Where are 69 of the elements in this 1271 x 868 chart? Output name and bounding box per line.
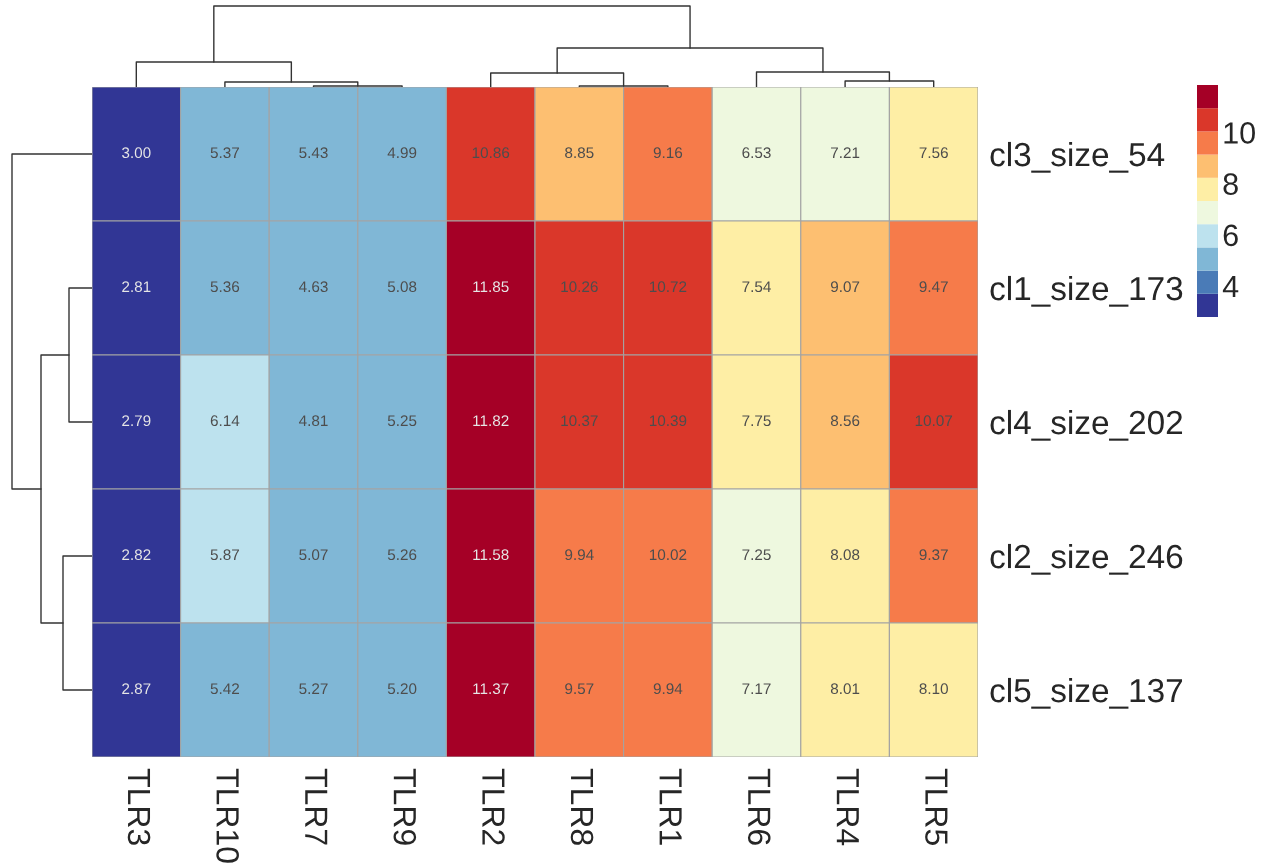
y-tick-label: cl3_size_54 xyxy=(990,141,1165,173)
data-label: 5.37 xyxy=(210,147,239,159)
data-label: 8.08 xyxy=(830,549,860,561)
data-label: 10.39 xyxy=(649,415,687,427)
data-label: 9.16 xyxy=(653,147,683,159)
data-label: 5.87 xyxy=(210,549,239,561)
x-tick-label: TLR7 xyxy=(305,768,328,845)
x-tick-label: TLR5 xyxy=(925,768,948,845)
data-label: 5.36 xyxy=(210,281,240,293)
data-label: 4.81 xyxy=(298,415,328,427)
color-bar-label: 10 xyxy=(1224,122,1255,144)
x-tick-label: TLR1 xyxy=(659,768,682,845)
data-label: 9.94 xyxy=(653,683,683,695)
data-label: 2.87 xyxy=(122,683,151,695)
data-label: 2.81 xyxy=(122,281,151,293)
data-label: 8.56 xyxy=(830,415,860,427)
data-label: 11.85 xyxy=(473,281,509,293)
data-label: 7.21 xyxy=(831,147,860,158)
data-label: 7.25 xyxy=(742,549,771,561)
data-label: 10.07 xyxy=(915,415,953,427)
data-label: 9.07 xyxy=(830,281,860,293)
data-label: 8.85 xyxy=(565,147,594,159)
x-tick-label: TLR3 xyxy=(127,768,151,845)
data-label: 7.54 xyxy=(742,281,771,293)
data-label: 11.82 xyxy=(473,415,509,427)
data-label: 8.10 xyxy=(919,683,948,695)
data-label: 6.53 xyxy=(742,147,771,159)
data-label: 4.63 xyxy=(298,281,328,293)
data-label: 7.17 xyxy=(742,683,771,694)
data-label: 6.14 xyxy=(210,415,240,427)
data-label: 5.07 xyxy=(299,549,328,561)
color-bar-label: 4 xyxy=(1222,276,1239,298)
y-tick-label: cl1_size_173 xyxy=(990,275,1183,307)
data-label: 5.25 xyxy=(387,415,417,427)
data-label: 10.72 xyxy=(649,281,687,293)
data-label: 10.02 xyxy=(649,549,687,561)
data-label: 7.56 xyxy=(919,147,948,159)
x-tick-label: TLR9 xyxy=(393,768,417,845)
y-tick-label: cl2_size_246 xyxy=(990,543,1183,575)
data-label: 9.57 xyxy=(565,683,594,695)
data-label: 9.94 xyxy=(565,549,594,561)
x-tick-label: TLR10 xyxy=(216,768,239,863)
data-label: 9.47 xyxy=(919,281,948,293)
data-label: 2.82 xyxy=(122,549,151,561)
y-tick-label: cl4_size_202 xyxy=(990,409,1183,441)
x-tick-label: TLR6 xyxy=(747,768,771,845)
data-label: 8.01 xyxy=(830,683,860,695)
color-bar-label: 6 xyxy=(1223,224,1238,247)
data-label: 9.37 xyxy=(919,549,948,561)
x-tick-label: TLR2 xyxy=(482,768,505,845)
data-label: 10.37 xyxy=(561,415,598,427)
data-label: 11.37 xyxy=(473,683,509,695)
data-label: 5.42 xyxy=(210,683,239,695)
data-label: 5.43 xyxy=(299,147,328,159)
data-label: 10.26 xyxy=(561,281,598,293)
x-tick-label: TLR4 xyxy=(836,768,859,846)
data-label: 10.86 xyxy=(472,147,510,159)
data-label: 5.20 xyxy=(387,683,417,695)
data-label: 5.27 xyxy=(299,683,328,695)
data-label: 2.79 xyxy=(122,415,151,427)
color-bar-label: 8 xyxy=(1223,173,1238,195)
y-tick-label: cl5_size_137 xyxy=(990,677,1183,709)
data-label: 5.26 xyxy=(387,549,417,561)
data-label: 4.99 xyxy=(387,147,417,159)
data-label: 3.00 xyxy=(122,147,151,159)
data-label: 7.75 xyxy=(742,415,771,427)
data-label: 11.58 xyxy=(473,549,509,561)
x-tick-label: TLR8 xyxy=(570,768,594,845)
data-label: 5.08 xyxy=(387,281,417,293)
